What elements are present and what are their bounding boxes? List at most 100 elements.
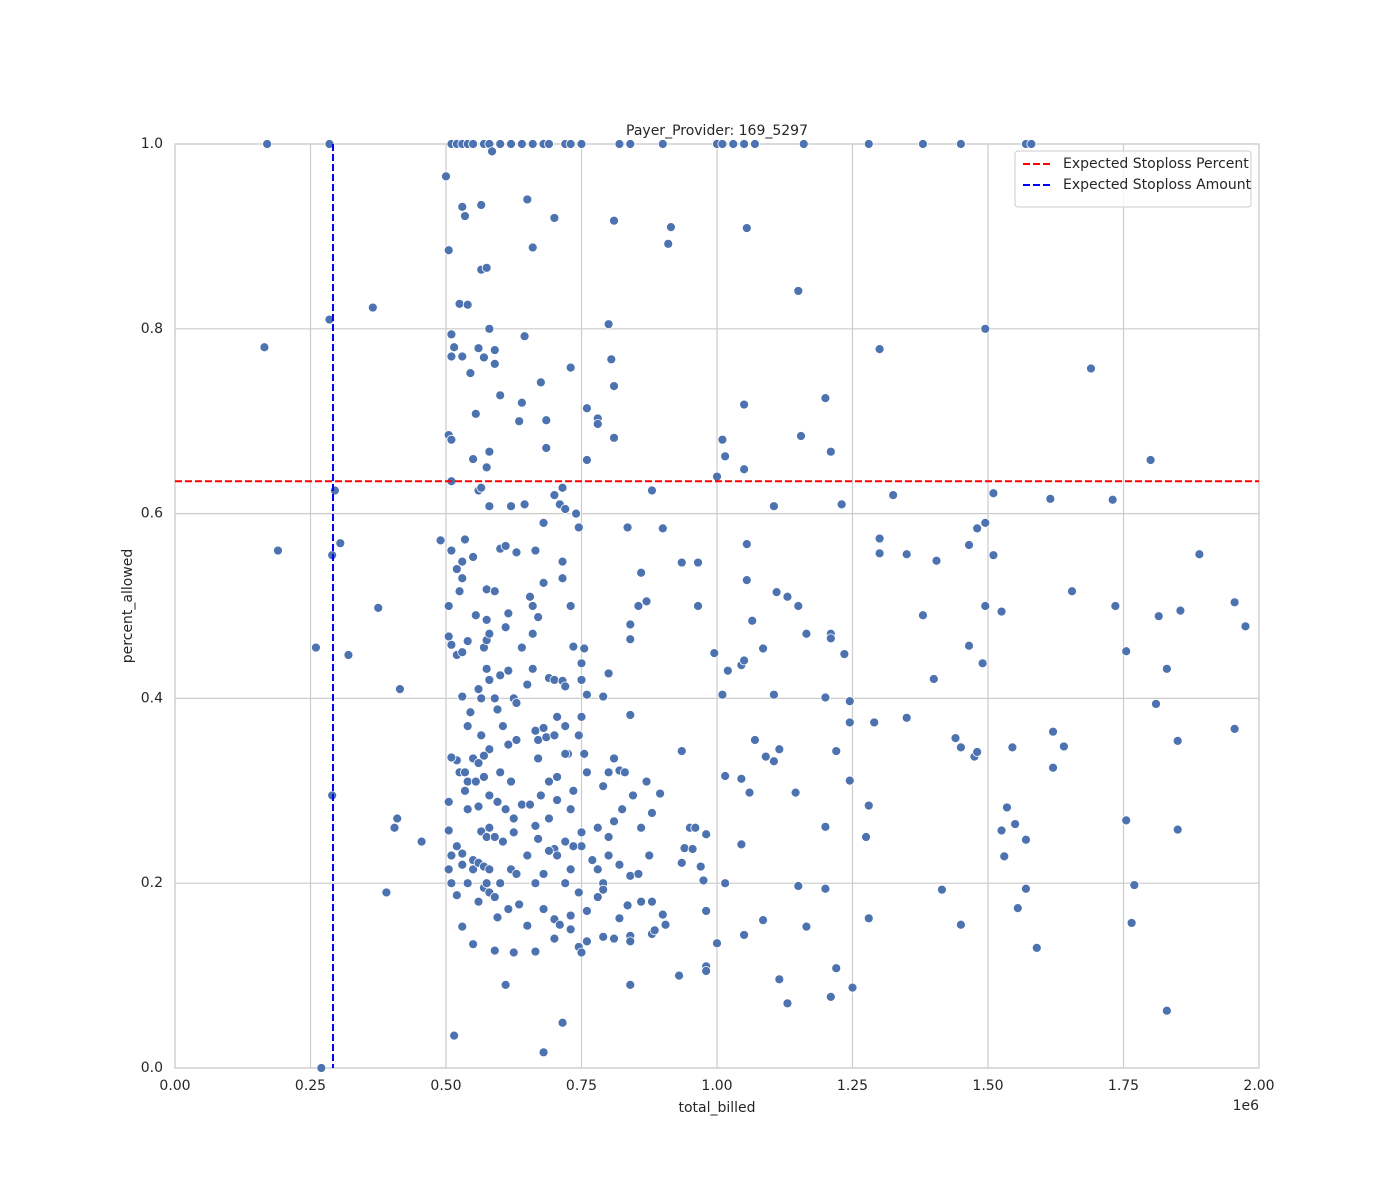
data-point <box>1031 942 1042 953</box>
data-point <box>443 601 454 611</box>
data-point <box>793 881 804 891</box>
data-point <box>972 523 983 534</box>
data-point <box>956 139 966 149</box>
data-point <box>565 601 576 611</box>
data-point <box>441 171 451 182</box>
data-point <box>476 730 487 741</box>
x-tick-label: 0.00 <box>159 1078 190 1094</box>
data-point <box>473 684 484 695</box>
data-point <box>487 146 497 157</box>
data-point <box>741 539 752 549</box>
data-point <box>1172 736 1183 746</box>
data-point <box>389 822 400 833</box>
data-point <box>481 878 492 889</box>
data-point <box>538 1047 549 1058</box>
data-point <box>473 896 484 907</box>
data-point <box>527 242 538 253</box>
data-point <box>988 488 999 499</box>
data-point <box>468 864 479 875</box>
x-axis-label: total_billed <box>678 1100 755 1116</box>
data-point <box>728 139 739 149</box>
data-point <box>500 541 511 551</box>
data-point <box>874 344 885 355</box>
data-point <box>603 850 614 861</box>
data-point <box>468 454 479 464</box>
data-point <box>544 139 554 149</box>
data-point <box>576 947 587 958</box>
data-point <box>508 813 519 824</box>
data-point <box>582 403 592 414</box>
data-point <box>603 319 614 330</box>
data-point <box>739 464 749 475</box>
data-point <box>633 869 644 879</box>
data-point <box>489 693 500 704</box>
data-point <box>446 545 457 556</box>
data-point <box>476 200 487 210</box>
data-point <box>956 742 966 753</box>
data-point <box>541 732 552 743</box>
data-point <box>709 648 720 659</box>
data-point <box>847 982 858 993</box>
data-point <box>1010 819 1020 829</box>
data-point <box>796 431 806 441</box>
data-point <box>636 896 647 907</box>
data-point <box>820 821 831 832</box>
data-point <box>625 139 636 149</box>
data-point <box>1045 493 1056 504</box>
data-point <box>481 584 492 595</box>
data-point <box>820 883 831 894</box>
data-point <box>446 850 457 861</box>
data-point <box>1194 549 1205 560</box>
data-point <box>609 933 619 944</box>
data-point <box>481 663 492 674</box>
data-point <box>972 747 983 757</box>
data-point <box>544 845 554 856</box>
data-point <box>457 201 468 212</box>
data-point <box>901 712 912 723</box>
data-point <box>666 222 676 233</box>
x-tick-label: 1.50 <box>972 1078 1003 1094</box>
data-point <box>698 875 709 886</box>
data-point <box>460 767 470 778</box>
data-point <box>964 640 974 651</box>
data-point <box>628 790 638 801</box>
data-point <box>454 298 465 309</box>
y-tick-label: 1.0 <box>141 136 163 152</box>
data-point <box>598 781 609 792</box>
data-point <box>530 821 541 831</box>
data-point <box>506 776 516 787</box>
data-point <box>609 432 619 443</box>
data-point <box>489 892 500 902</box>
data-point <box>503 665 514 676</box>
data-point <box>549 730 560 741</box>
data-point <box>1110 601 1121 611</box>
data-point <box>492 704 503 715</box>
data-point <box>527 139 538 149</box>
data-point <box>606 354 617 365</box>
data-point <box>259 342 270 353</box>
data-point <box>801 628 812 639</box>
data-point <box>782 998 793 1009</box>
data-point <box>538 869 549 879</box>
x-tick-label: 0.75 <box>566 1078 597 1094</box>
data-point <box>446 878 457 889</box>
data-point <box>793 286 804 296</box>
data-point <box>554 919 565 930</box>
data-point <box>657 523 668 534</box>
data-point <box>598 691 609 702</box>
data-point <box>769 756 779 767</box>
data-point <box>693 557 703 568</box>
data-point <box>836 499 847 510</box>
data-point <box>538 904 549 914</box>
data-point <box>739 655 749 666</box>
data-point <box>863 800 874 811</box>
data-point <box>549 933 560 944</box>
data-point <box>801 921 812 932</box>
data-point <box>1121 646 1132 657</box>
data-point <box>644 850 655 861</box>
data-point <box>1048 762 1058 773</box>
data-point <box>625 870 636 881</box>
data-point <box>928 674 939 684</box>
data-point <box>557 1017 568 1028</box>
data-point <box>446 351 457 362</box>
